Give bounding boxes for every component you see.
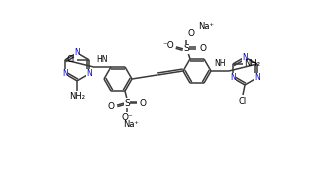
- Text: NH: NH: [214, 59, 226, 68]
- Text: O: O: [199, 44, 206, 53]
- Text: O⁻: O⁻: [121, 113, 133, 122]
- Text: N: N: [86, 69, 92, 78]
- Text: NH₂: NH₂: [244, 60, 260, 69]
- Text: ⁻O: ⁻O: [162, 41, 174, 50]
- Text: O: O: [140, 99, 147, 108]
- Text: HN: HN: [96, 55, 108, 64]
- Text: Na⁺: Na⁺: [123, 120, 139, 129]
- Text: N: N: [242, 52, 248, 62]
- Text: S: S: [124, 99, 130, 108]
- Text: N: N: [230, 74, 236, 82]
- Text: O: O: [188, 29, 195, 38]
- Text: Cl: Cl: [67, 55, 75, 64]
- Text: S: S: [183, 44, 189, 53]
- Text: Na⁺: Na⁺: [198, 22, 214, 31]
- Text: N: N: [74, 48, 80, 57]
- Text: N: N: [254, 74, 260, 82]
- Text: NH₂: NH₂: [69, 92, 85, 101]
- Text: N: N: [62, 69, 68, 78]
- Text: O: O: [108, 102, 115, 111]
- Text: Cl: Cl: [239, 97, 247, 106]
